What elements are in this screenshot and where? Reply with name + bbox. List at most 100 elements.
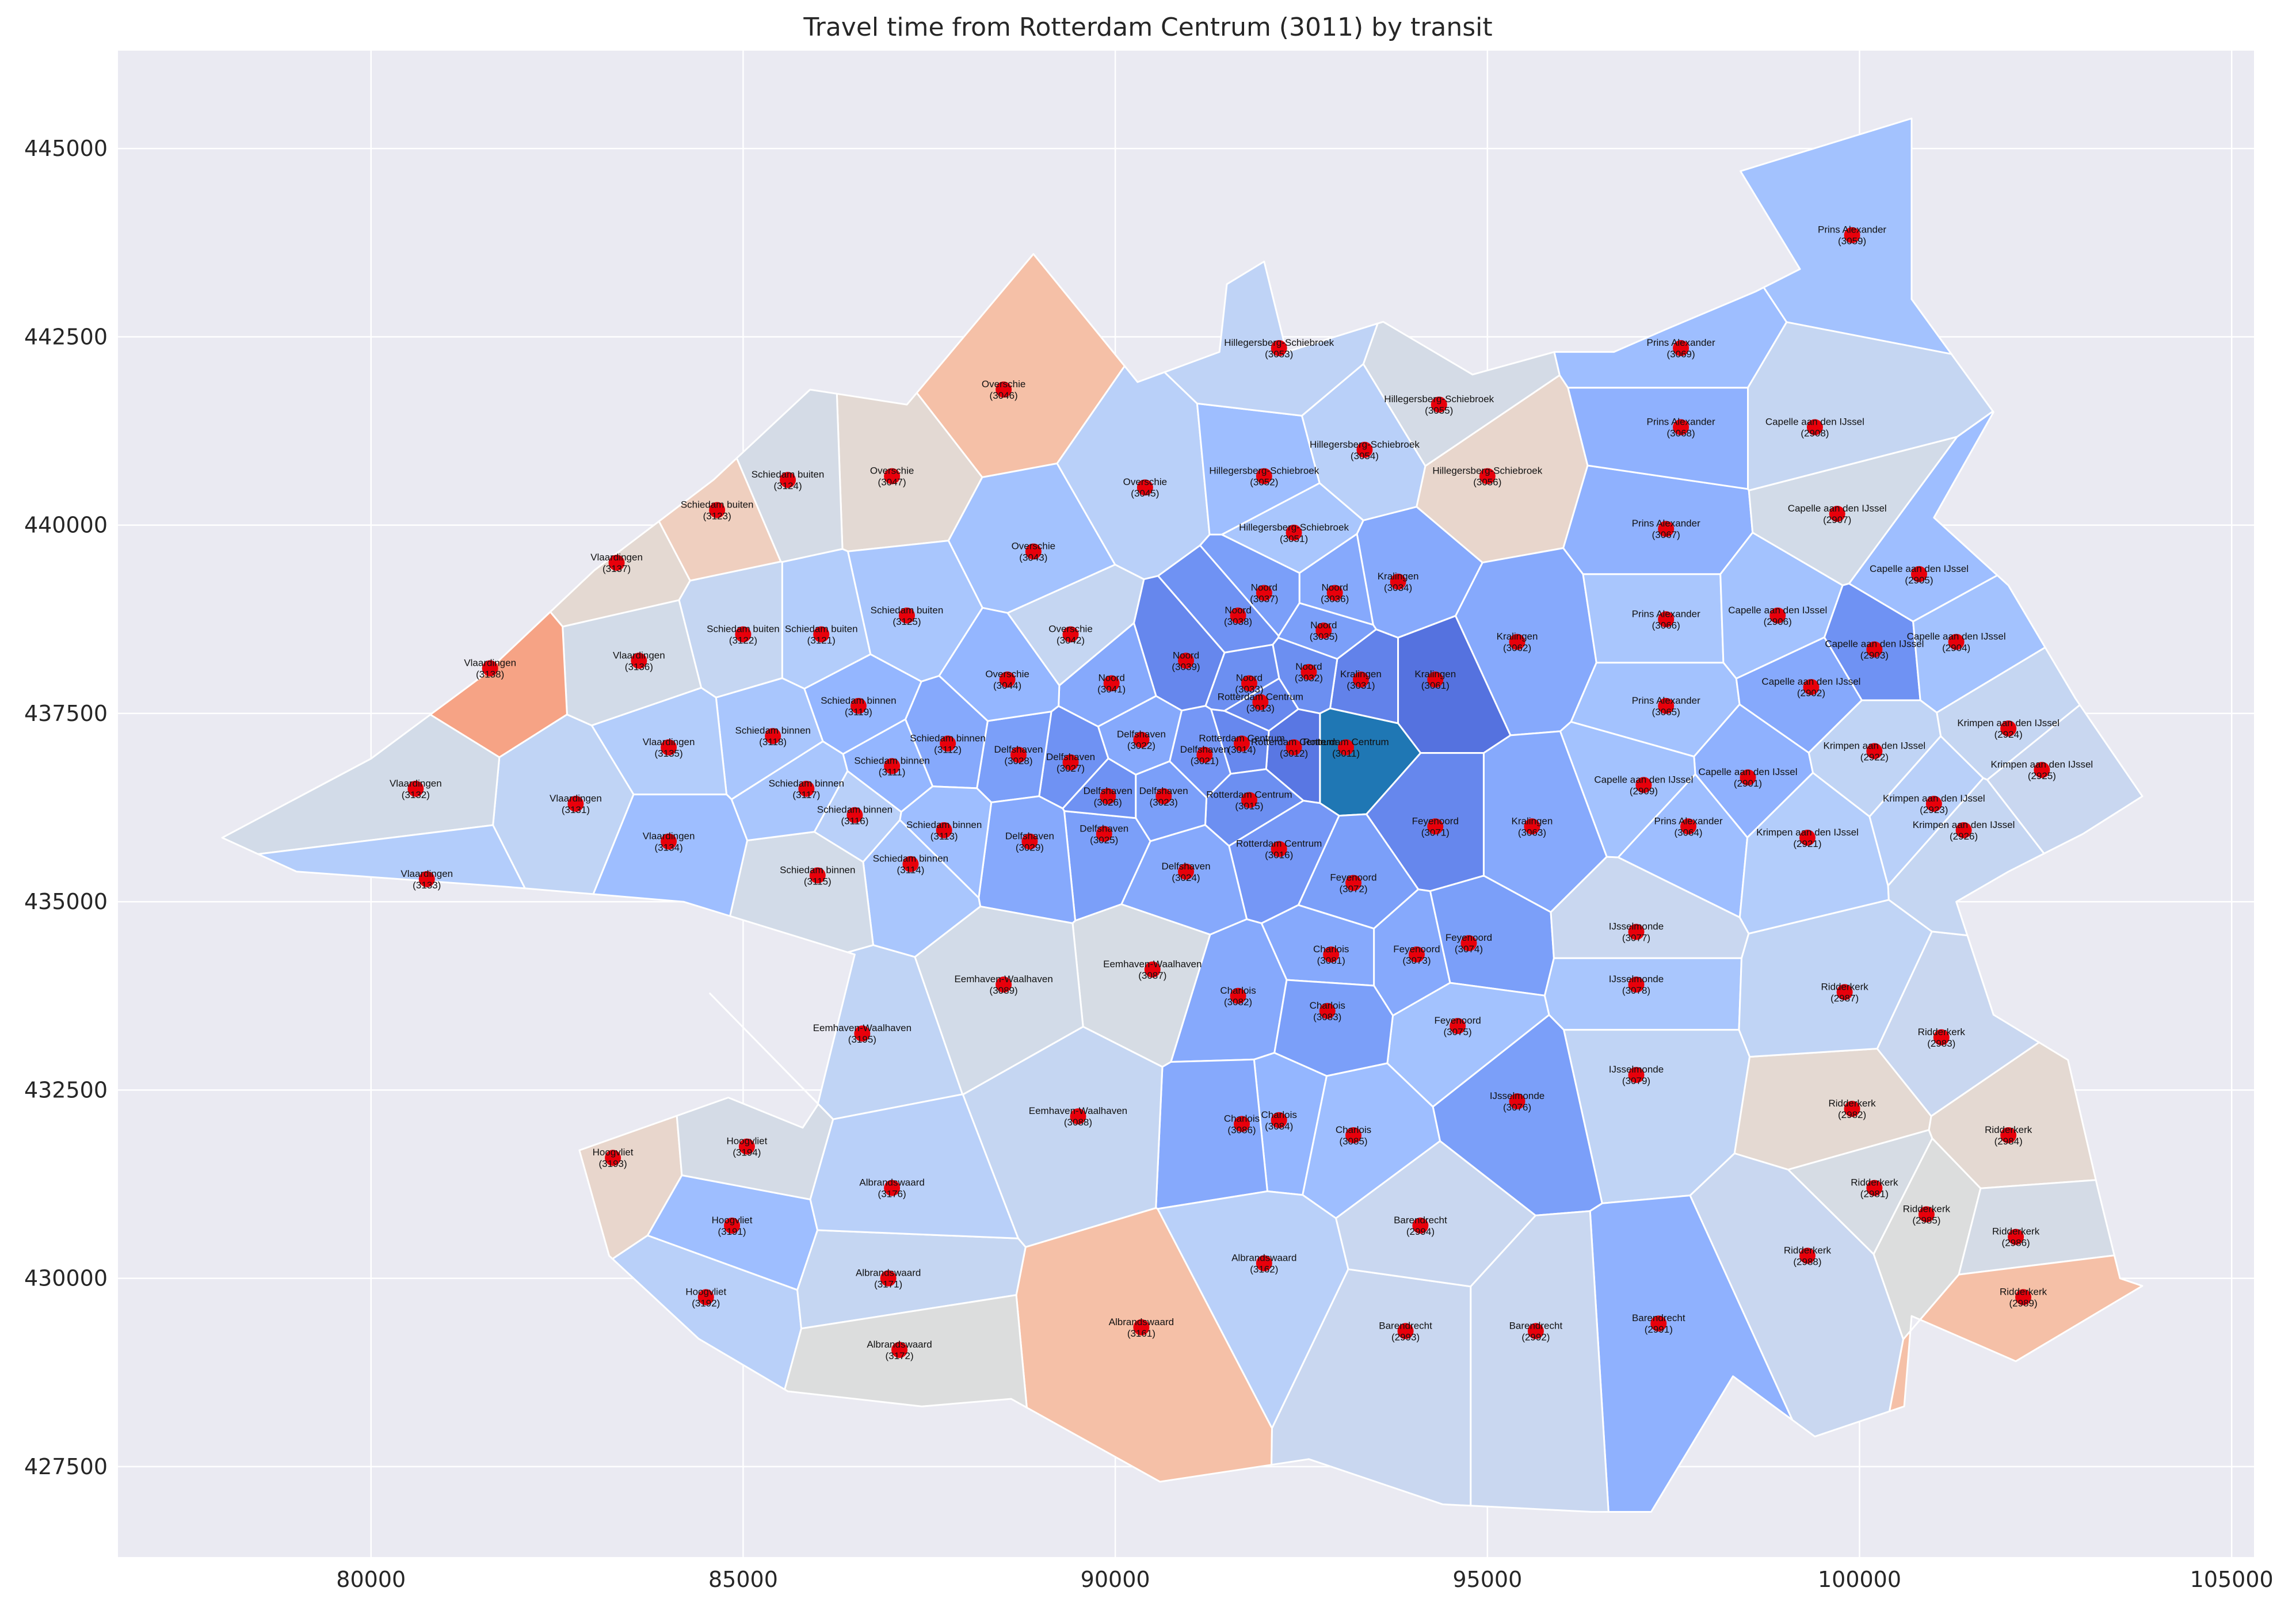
label-line: Charlois: [1336, 1124, 1371, 1135]
label-line: (3133): [413, 880, 441, 891]
marker-2923: [1925, 796, 1942, 812]
label-line: Feyenoord: [1446, 932, 1492, 943]
label-3078: IJsselmonde (3078): [1609, 974, 1664, 996]
label-line: (2984): [1994, 1136, 2023, 1147]
x-tick-label: 90000: [1081, 1567, 1150, 1592]
label-line: (3073): [1402, 955, 1431, 966]
label-line: (3053): [1265, 349, 1293, 360]
label-line: (2994): [1406, 1226, 1435, 1237]
marker-3125: [898, 607, 915, 624]
label-3053: Hillegersberg-Schiebroek (3053): [1224, 337, 1334, 360]
label-3046: Overschie (3046): [982, 379, 1026, 401]
label-line: (3059): [1838, 236, 1866, 247]
label-line: (3079): [1622, 1075, 1650, 1086]
label-line: (2924): [1994, 729, 2023, 740]
label-line: Ridderkerk: [1918, 1027, 1966, 1037]
label-line: Vlaardingen: [590, 552, 643, 563]
label-line: Schiedam binnen: [854, 756, 929, 766]
label-line: (2988): [1793, 1256, 1821, 1267]
label-2983: Ridderkerk (2983): [1918, 1027, 1966, 1049]
label-line: (3054): [1351, 451, 1379, 461]
marker-3047: [884, 468, 901, 484]
region-3133: [257, 824, 526, 890]
label-line: (3085): [1339, 1136, 1367, 1147]
label-3074: Feyenoord (3074): [1446, 932, 1492, 955]
label-3059: Prins Alexander (3059): [1818, 224, 1886, 247]
marker-3027: [1062, 754, 1079, 771]
label-line: Delfshaven: [1161, 861, 1210, 872]
label-line: (3123): [703, 510, 731, 521]
marker-3088: [1070, 1108, 1086, 1125]
label-3192: Hoogvliet (3192): [685, 1286, 726, 1308]
region-3176: [809, 1093, 1019, 1239]
label-line: Hillegersberg-Schiebroek: [1432, 465, 1542, 476]
marker-3116: [846, 807, 863, 823]
label-line: Eemhaven-Waalhaven: [1103, 959, 1202, 970]
label-2985: Ridderkerk (2985): [1903, 1203, 1951, 1226]
label-line: (3088): [1064, 1117, 1092, 1128]
marker-3029: [1021, 833, 1038, 850]
label-3162: Albrandswaard (3162): [1231, 1252, 1296, 1275]
marker-3086: [1234, 1116, 1250, 1132]
region-3055: [1362, 320, 1561, 467]
marker-3013: [1252, 694, 1269, 711]
label-line: (3067): [1652, 529, 1680, 540]
marker-2925: [2034, 762, 2050, 779]
label-line: Schiedam binnen: [821, 695, 896, 706]
label-line: Kralingen: [1340, 669, 1382, 680]
label-line: Noord: [1310, 620, 1337, 631]
y-tick-label: 435000: [24, 889, 108, 914]
marker-3131: [567, 796, 584, 812]
label-2988: Ridderkerk (2988): [1784, 1245, 1832, 1267]
marker-3133: [418, 871, 435, 887]
label-3047: Overschie (3047): [870, 465, 914, 488]
label-line: Capelle aan den IJssel: [1761, 676, 1860, 687]
label-line: Prins Alexander: [1632, 518, 1700, 529]
label-line: (3044): [993, 680, 1021, 691]
label-line: Overschie: [1012, 540, 1056, 551]
label-line: (3031): [1347, 680, 1375, 691]
label-line: Charlois: [1310, 1000, 1345, 1011]
label-line: Vlaardingen: [401, 868, 453, 879]
region-2926: [1887, 777, 2045, 937]
label-line: Barendrecht: [1394, 1215, 1447, 1226]
label-3113: Schiedam binnen (3113): [906, 819, 982, 842]
marker-2994: [1412, 1218, 1429, 1234]
marker-3081: [1323, 946, 1340, 963]
marker-3015: [1241, 792, 1257, 808]
region-2987: [1738, 899, 1933, 1058]
label-line: Vlaardingen: [643, 737, 695, 747]
marker-3054: [1356, 441, 1373, 458]
label-line: Prins Alexander: [1818, 224, 1886, 235]
label-line: Capelle aan den IJssel: [1870, 563, 1969, 574]
label-3016: Rotterdam Centrum (3016): [1236, 838, 1322, 861]
label-2909: Capelle aan den IJssel (2909): [1594, 774, 1693, 796]
label-line: (2904): [1942, 643, 1970, 654]
label-3117: Schiedam binnen (3117): [769, 778, 844, 800]
label-line: (3066): [1652, 620, 1680, 631]
label-3077: IJsselmonde (3077): [1609, 921, 1664, 944]
marker-2901: [1740, 769, 1756, 786]
label-line: (2902): [1797, 688, 1825, 699]
label-3027: Delfshaven (3027): [1046, 751, 1095, 774]
label-line: Charlois: [1313, 944, 1349, 955]
label-line: Prins Alexander: [1654, 815, 1722, 826]
label-line: (3025): [1090, 834, 1118, 845]
label-line: Schiedam binnen: [735, 725, 810, 736]
label-line: Feyenoord: [1434, 1015, 1481, 1026]
label-line: Schiedam binnen: [873, 853, 948, 864]
label-line: Krimpen aan den IJssel: [1991, 759, 2093, 770]
label-line: (3042): [1057, 635, 1085, 646]
marker-2906: [1769, 607, 1786, 624]
label-3191: Hoogvliet (3191): [712, 1215, 753, 1237]
marker-3056: [1479, 468, 1496, 484]
marker-3122: [735, 626, 752, 643]
label-line: Rotterdam Centrum: [1303, 737, 1389, 747]
marker-3078: [1628, 976, 1645, 993]
label-3084: Charlois (3084): [1261, 1109, 1296, 1132]
label-line: Overschie: [985, 669, 1029, 680]
label-line: Rotterdam Centrum: [1236, 838, 1322, 849]
label-line: (3072): [1339, 883, 1367, 894]
marker-3084: [1271, 1112, 1287, 1128]
label-line: (3076): [1503, 1102, 1531, 1113]
